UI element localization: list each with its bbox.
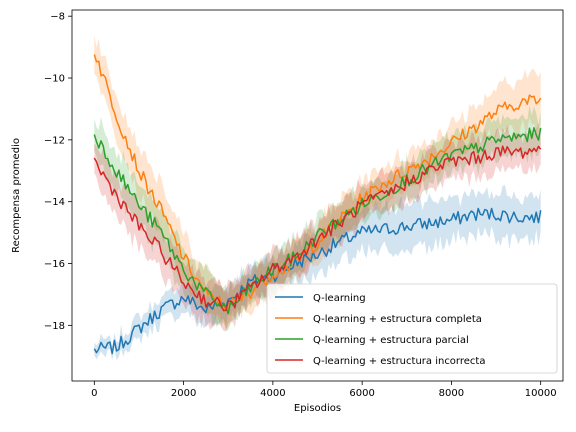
y-axis-label: Recompensa promedio xyxy=(11,138,22,253)
legend-entry: Q-learning + estructura completa xyxy=(313,314,482,325)
y-tick-label: −16 xyxy=(44,259,65,270)
y-tick-label: −12 xyxy=(44,135,65,146)
x-axis-ticks: 0 2000 4000 6000 8000 10000 xyxy=(91,381,557,399)
x-tick-label: 4000 xyxy=(260,388,285,399)
y-tick-label: −14 xyxy=(44,197,65,208)
y-tick-label: −10 xyxy=(44,74,65,85)
legend-entry: Q-learning + estructura incorrecta xyxy=(313,356,485,367)
x-tick-label: 6000 xyxy=(349,388,374,399)
legend-entry: Q-learning xyxy=(313,293,366,304)
line-series-4 xyxy=(93,145,542,312)
series-lines xyxy=(93,54,542,355)
y-tick-label: −8 xyxy=(50,12,65,23)
x-tick-label: 0 xyxy=(91,388,97,399)
band-series-4 xyxy=(94,123,541,332)
y-axis-ticks: −18 −16 −14 −12 −10 −8 xyxy=(44,12,72,332)
x-tick-label: 2000 xyxy=(171,388,196,399)
line-series-3 xyxy=(93,127,542,315)
legend: Q-learning Q-learning + estructura comple… xyxy=(266,283,558,374)
y-tick-label: −18 xyxy=(44,321,65,332)
line-series-2 xyxy=(93,54,542,312)
band-series-1 xyxy=(94,185,541,361)
line-series-1 xyxy=(93,207,542,355)
x-tick-label: 8000 xyxy=(439,388,464,399)
x-axis-label: Episodios xyxy=(294,403,341,414)
legend-entry: Q-learning + estructura parcial xyxy=(313,335,469,346)
axes-frame xyxy=(71,9,564,382)
legend-box xyxy=(266,283,558,374)
x-tick-label: 10000 xyxy=(525,388,557,399)
